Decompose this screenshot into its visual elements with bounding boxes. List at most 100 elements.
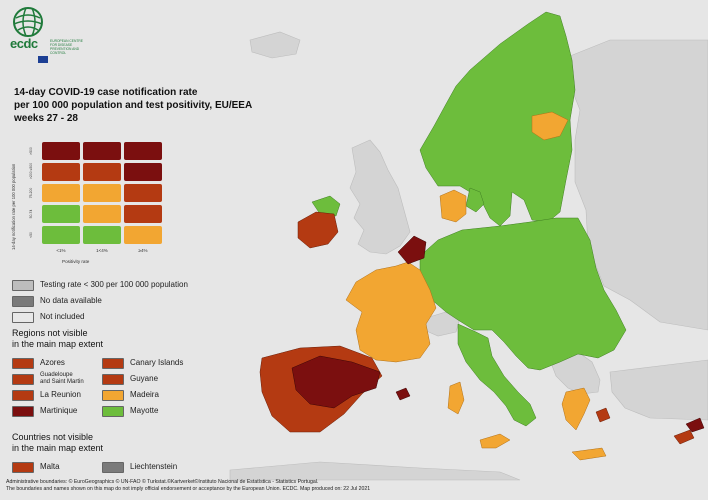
spain-catalonia-region (291, 355, 381, 409)
legend-swatch (102, 357, 124, 369)
legend-label: Azores (40, 358, 65, 367)
matrix-cell (42, 184, 80, 202)
matrix-cell (83, 226, 121, 244)
matrix-cell (83, 184, 121, 202)
logo-subtitle: EUROPEAN CENTRE FOR DISEASE PREVENTION A… (50, 39, 83, 55)
ireland-region (297, 211, 339, 249)
matrix-cell (124, 163, 162, 181)
title-line-3: weeks 27 - 28 (14, 113, 78, 124)
legend-label: Malta (40, 462, 60, 471)
balearics-region (395, 387, 411, 401)
matrix-x-tick: ≥4% (138, 248, 148, 253)
legend-item: La Reunion (12, 389, 81, 401)
russia-east-landmass (559, 39, 708, 331)
uk-landmass (349, 139, 411, 255)
legend-item: Madeira (102, 389, 159, 401)
matrix-y-tick: 75-200 (29, 187, 33, 199)
legend-swatch (102, 389, 124, 401)
footer-line-1: Administrative boundaries: © EuroGeograp… (6, 479, 319, 485)
legend-item: Liechtenstein (102, 461, 177, 473)
title-line-1: 14-day COVID-19 case notification rate (14, 87, 198, 98)
footer-line-2: The boundaries and names shown on this m… (6, 486, 371, 492)
legend-label: Liechtenstein (130, 462, 178, 471)
matrix-x-tick: 1<4% (96, 248, 108, 253)
legend-item: Guadeloupe and Saint Martin (12, 372, 84, 385)
legend-item: No data available (12, 295, 102, 307)
dark-red-regions (291, 235, 705, 433)
legend-label: Madeira (130, 390, 159, 399)
legend-item: Mayotte (102, 405, 158, 417)
legend-swatch (102, 373, 124, 385)
matrix-cell (83, 205, 121, 223)
aegean-islands-region (595, 407, 611, 423)
cyprus-region (673, 429, 695, 445)
matrix-cell (124, 184, 162, 202)
legend-swatch (12, 389, 34, 401)
matrix-x-axis-label: Positivity rate (62, 259, 90, 264)
legend-label: Martinique (40, 406, 78, 415)
legend-swatch (12, 461, 34, 473)
color-matrix-legend: >500 >200 ≤500 75-200 50-74 <50 <1% 1<4% ≥4% (29, 140, 162, 253)
matrix-cell (83, 142, 121, 160)
legend-item: Martinique (12, 405, 77, 417)
denmark-south-region (439, 189, 467, 223)
matrix-cell (42, 226, 80, 244)
matrix-cell (42, 205, 80, 223)
matrix-cell (42, 142, 80, 160)
sardinia-region (447, 381, 465, 415)
legend-swatch (12, 405, 34, 417)
matrix-cell (83, 163, 121, 181)
legend-item: Azores (12, 357, 65, 369)
matrix-cell (124, 205, 162, 223)
legend-swatch (102, 461, 124, 473)
legend-label: Mayotte (130, 406, 159, 415)
legend-label: Not included (40, 312, 85, 321)
footer-credits: Administrative boundaries: © EuroGeograp… (6, 479, 706, 493)
map-title: 14-day COVID-19 case notification rate p… (14, 86, 314, 125)
legend-label: Canary Islands (130, 358, 184, 367)
greece-mainland-region (561, 387, 591, 431)
cyprus-north-region (685, 417, 705, 433)
norway-sweden-finland-region (419, 11, 576, 227)
legend-label: La Reunion (40, 390, 81, 399)
legend-label: Testing rate < 300 per 100 000 populatio… (40, 280, 188, 289)
legend-item: Guyane (102, 373, 158, 385)
legend-swatch (12, 357, 34, 369)
matrix-cell (42, 163, 80, 181)
legend-item: Not included (12, 311, 84, 323)
ireland-north-region (311, 195, 341, 217)
green-regions (311, 11, 627, 427)
finland-south-region (531, 111, 569, 141)
turkey-landmass (609, 359, 708, 421)
ecdc-logo: ecdc EUROPEAN CENTRE FOR DISEASE PREVENT… (8, 6, 83, 68)
central-eastern-europe-region (419, 217, 627, 371)
matrix-y-tick: <50 (29, 232, 33, 238)
legend-swatch (12, 279, 34, 291)
legend-swatch (102, 405, 124, 417)
matrix-y-tick: 50-74 (29, 209, 33, 219)
matrix-cell (124, 226, 162, 244)
legend-label: Guadeloupe and Saint Martin (40, 372, 84, 385)
matrix-y-tick: >200 ≤500 (29, 162, 33, 179)
title-line-2: per 100 000 population and test positivi… (14, 100, 253, 111)
netherlands-region (397, 235, 427, 265)
france-region (345, 261, 437, 363)
logo-wordmark: ecdc (10, 36, 38, 51)
iceland-landmass (249, 31, 301, 59)
matrix-cell (124, 142, 162, 160)
matrix-y-axis-label: 14-day notification rate per 100 000 pop… (11, 163, 16, 250)
sicily-region (479, 433, 511, 449)
italy-region (457, 323, 537, 427)
denmark-north-region (465, 187, 485, 213)
globe-icon (13, 7, 43, 37)
legend-label: Guyane (130, 374, 159, 383)
matrix-x-tick: <1% (56, 248, 66, 253)
legend-item: Malta (12, 461, 60, 473)
legend-swatch (12, 295, 34, 307)
eu-flag-icon (38, 56, 48, 63)
legend-item: Testing rate < 300 per 100 000 populatio… (12, 279, 188, 291)
orange-regions (345, 111, 607, 461)
matrix-y-tick: >500 (29, 147, 33, 155)
